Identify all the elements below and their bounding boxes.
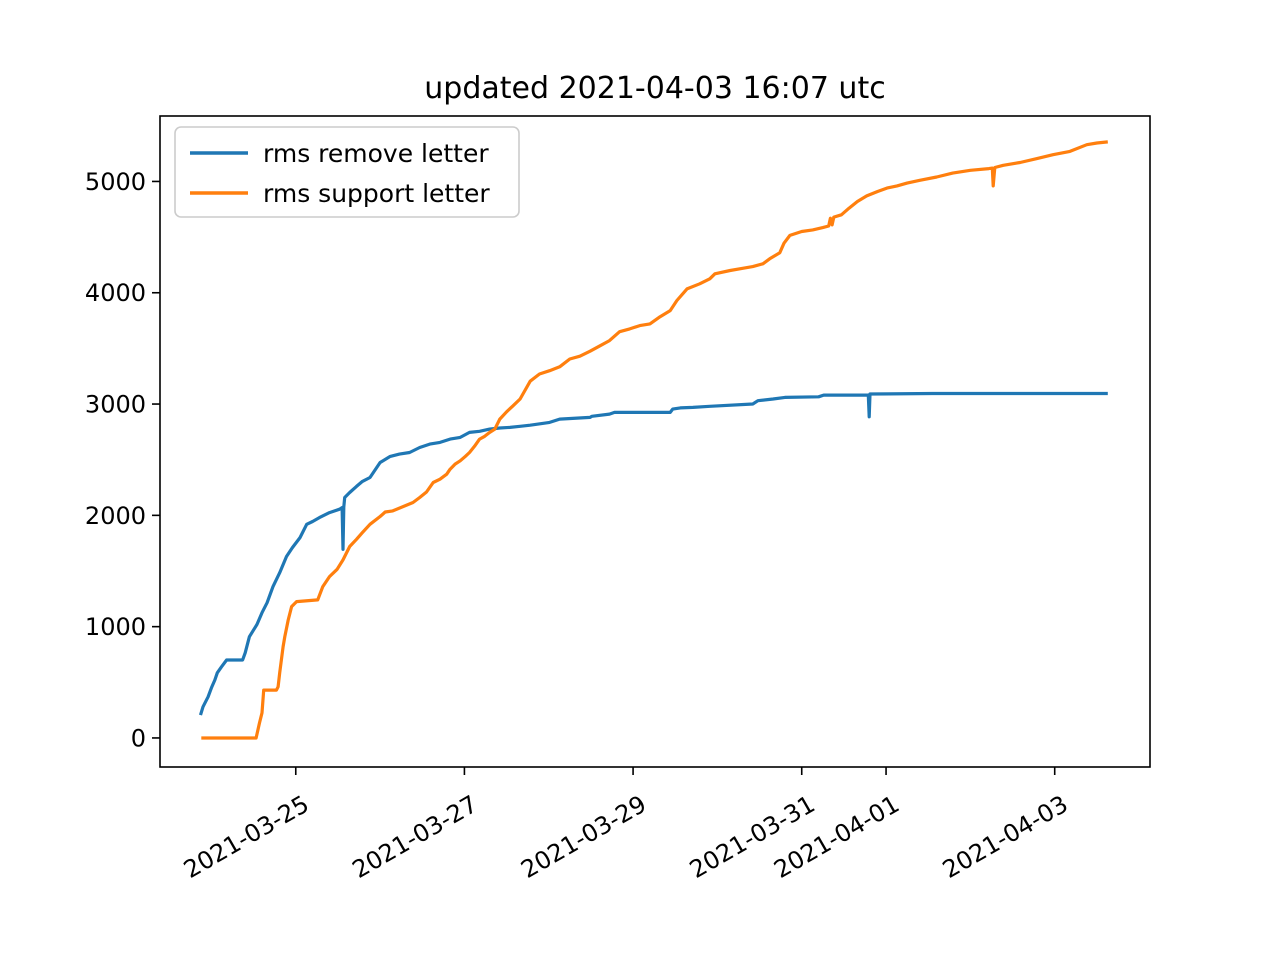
series-line-rms-remove-letter [198,391,1108,716]
y-axis-tick-label: 1000 [85,613,146,641]
plot-area-border [159,115,1151,768]
y-axis-tick-label: 4000 [85,279,146,307]
y-axis-tick-label: 3000 [85,391,146,419]
axis-ticks: 0 1000 2000 3000 4000 5000 2021-03-25 2021-03-2… [85,168,1073,884]
x-axis-tick-label: 2021-03-25 [179,790,314,884]
x-axis-tick-label: 2021-03-27 [348,790,483,884]
series-line-rms-support-letter [201,140,1108,740]
data-series [198,140,1108,740]
x-axis-tick-label: 2021-03-29 [516,790,651,884]
legend-entry-label: rms remove letter [263,139,489,168]
y-axis-tick-label: 0 [131,724,146,752]
legend-frame [174,126,520,218]
legend-entry-label: rms support letter [263,179,490,208]
x-axis-tick-label: 2021-04-03 [938,790,1073,884]
chart-title: updated 2021-04-03 16:07 utc [424,71,885,106]
legend: rms remove letter rms support letter [174,126,520,218]
y-axis-tick-label: 2000 [85,502,146,530]
y-axis-tick-label: 5000 [85,168,146,196]
